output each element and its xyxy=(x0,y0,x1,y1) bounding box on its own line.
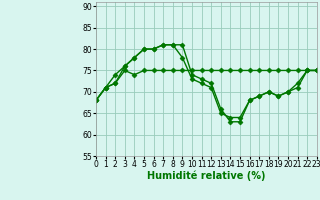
X-axis label: Humidité relative (%): Humidité relative (%) xyxy=(147,171,266,181)
